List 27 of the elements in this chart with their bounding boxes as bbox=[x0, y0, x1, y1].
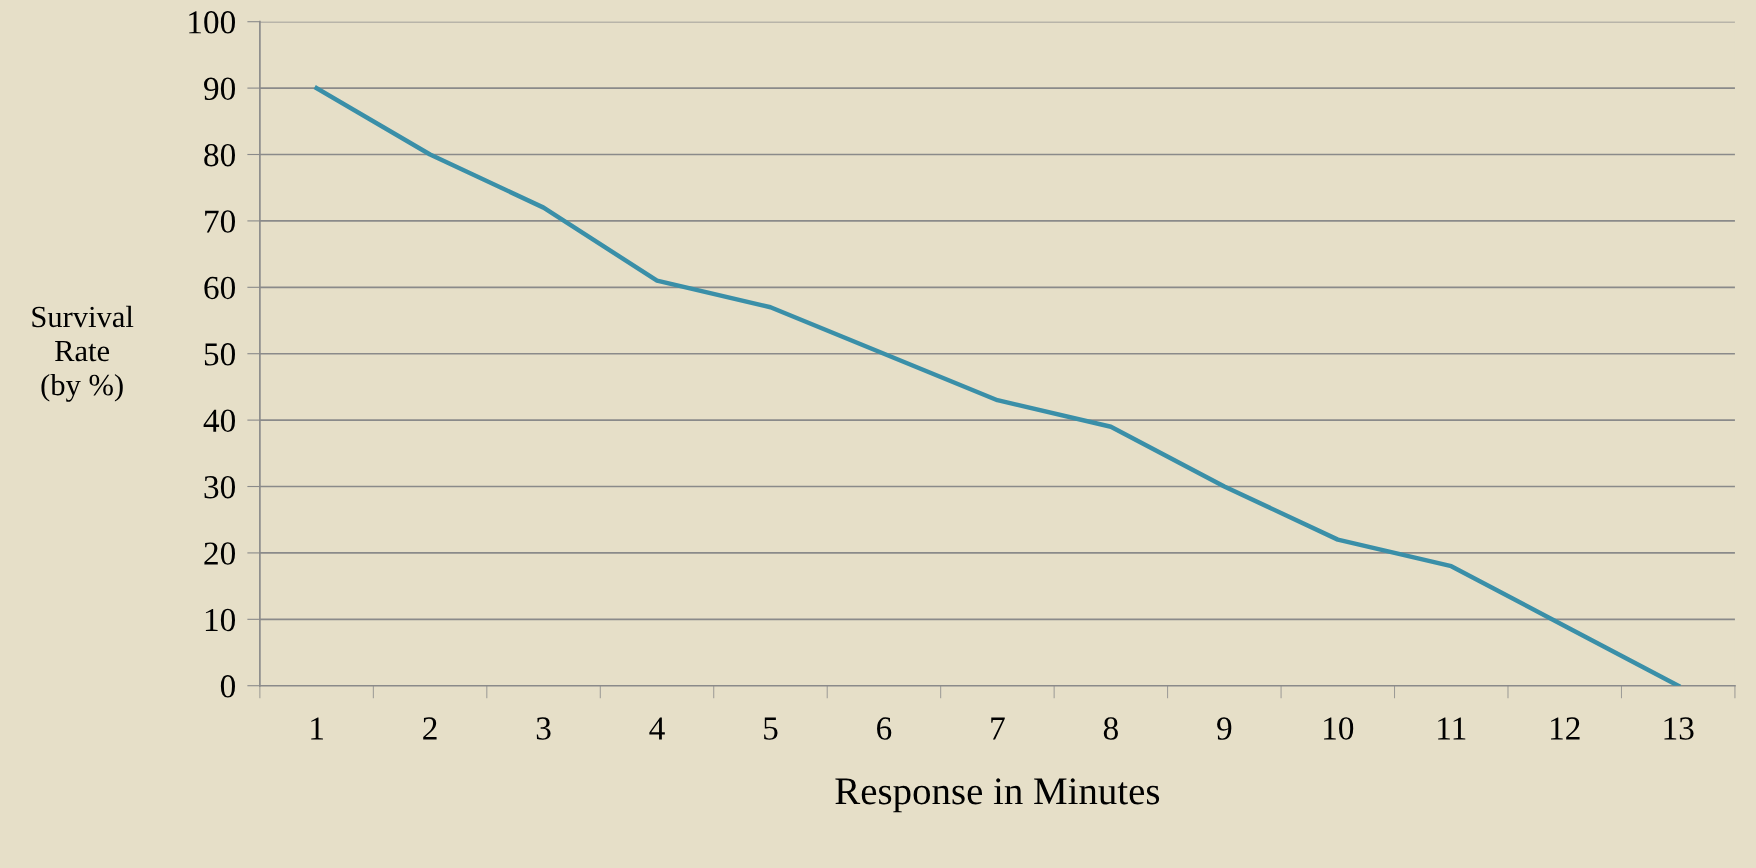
x-tick-label: 8 bbox=[1103, 717, 1118, 740]
x-tick-label: 2 bbox=[423, 717, 437, 740]
y-tick-label: 0 bbox=[220, 675, 236, 698]
x-tick-label: 6 bbox=[877, 717, 892, 740]
x-tick-label: 11 bbox=[1438, 717, 1466, 740]
y-tick-label: 60 bbox=[204, 276, 236, 300]
x-tick-label: 13 bbox=[1664, 717, 1694, 740]
x-tick-label: 5 bbox=[764, 717, 778, 740]
y-axis-title: Survival Rate (by %) bbox=[32, 305, 134, 402]
x-tick-label: 12 bbox=[1551, 717, 1580, 740]
y-tick-label: 20 bbox=[204, 542, 236, 565]
y-tick-label: 10 bbox=[205, 608, 236, 632]
x-tick-label: 9 bbox=[1217, 717, 1232, 740]
x-tick-label: 7 bbox=[991, 717, 1005, 740]
x-axis-title: Response in Minutes bbox=[835, 778, 1160, 813]
y-tick-label: 90 bbox=[204, 77, 236, 100]
x-tick-label: 4 bbox=[649, 717, 665, 740]
y-tick-label: 30 bbox=[204, 475, 236, 499]
x-tick-label: 3 bbox=[536, 717, 551, 740]
x-tick-label: 10 bbox=[1324, 717, 1354, 740]
y-tick-label: 50 bbox=[204, 343, 236, 366]
y-tick-label: 100 bbox=[189, 11, 236, 34]
x-tick-label: 1 bbox=[311, 717, 323, 740]
y-tick-label: 80 bbox=[204, 143, 236, 167]
y-tick-label: 70 bbox=[205, 210, 236, 233]
line-series bbox=[314, 85, 1681, 686]
y-tick-label: 40 bbox=[203, 409, 236, 433]
